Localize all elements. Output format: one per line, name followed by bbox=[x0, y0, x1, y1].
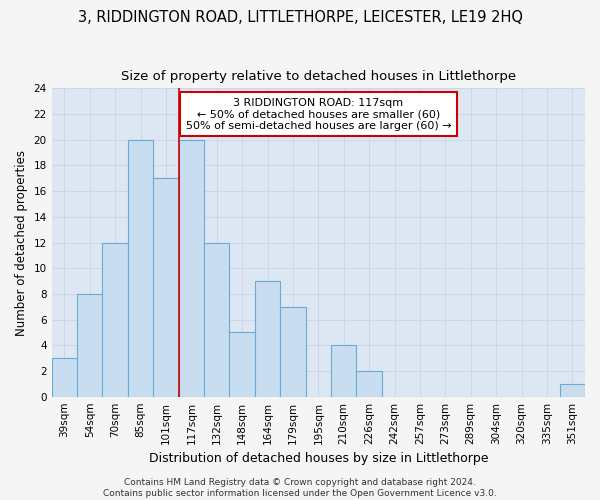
Bar bbox=[560, 384, 585, 396]
Bar bbox=[52, 358, 77, 397]
X-axis label: Distribution of detached houses by size in Littlethorpe: Distribution of detached houses by size … bbox=[149, 452, 488, 465]
Y-axis label: Number of detached properties: Number of detached properties bbox=[15, 150, 28, 336]
Title: Size of property relative to detached houses in Littlethorpe: Size of property relative to detached ho… bbox=[121, 70, 516, 83]
Text: Contains HM Land Registry data © Crown copyright and database right 2024.
Contai: Contains HM Land Registry data © Crown c… bbox=[103, 478, 497, 498]
Bar bbox=[153, 178, 179, 396]
Bar bbox=[77, 294, 103, 396]
Bar bbox=[280, 306, 305, 396]
Bar bbox=[255, 281, 280, 396]
Text: 3 RIDDINGTON ROAD: 117sqm
← 50% of detached houses are smaller (60)
50% of semi-: 3 RIDDINGTON ROAD: 117sqm ← 50% of detac… bbox=[185, 98, 451, 131]
Bar bbox=[356, 371, 382, 396]
Bar bbox=[229, 332, 255, 396]
Bar bbox=[331, 346, 356, 397]
Text: 3, RIDDINGTON ROAD, LITTLETHORPE, LEICESTER, LE19 2HQ: 3, RIDDINGTON ROAD, LITTLETHORPE, LEICES… bbox=[77, 10, 523, 25]
Bar bbox=[179, 140, 204, 396]
Bar bbox=[204, 242, 229, 396]
Bar bbox=[103, 242, 128, 396]
Bar bbox=[128, 140, 153, 396]
